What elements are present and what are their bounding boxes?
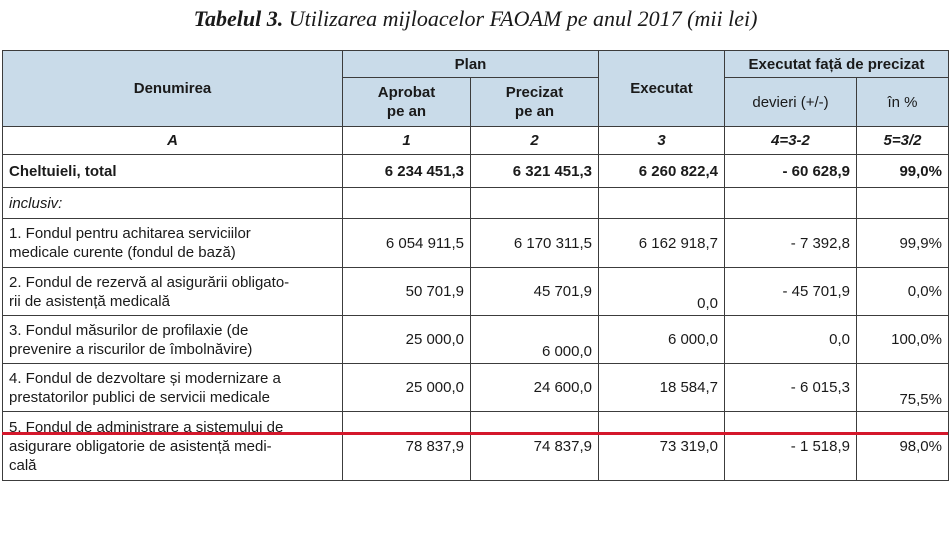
row-name: 1. Fondul pentru achitarea serviciilor me… <box>2 218 343 268</box>
header-denumirea: Denumirea <box>2 50 343 127</box>
header-aprobat: Aprobat pe an <box>342 77 471 127</box>
cell-pct: 75,5% <box>856 363 949 412</box>
cell-aprobat: 78 837,9 <box>342 411 471 481</box>
cell-precizat: 6 000,0 <box>470 315 599 364</box>
cell-devieri: - 7 392,8 <box>724 218 857 268</box>
faoam-table: Denumirea Plan Executat Executat față de… <box>2 50 949 481</box>
cell-devieri: - 60 628,9 <box>724 154 857 188</box>
cell-precizat: 6 321 451,3 <box>470 154 599 188</box>
header-precizat: Precizat pe an <box>470 77 599 127</box>
index-cell: A <box>2 126 343 155</box>
row-name: Cheltuieli, total <box>2 154 343 188</box>
header-executat-fata: Executat față de precizat <box>724 50 949 78</box>
table-row-total: Cheltuieli, total 6 234 451,3 6 321 451,… <box>2 154 949 188</box>
table-caption: Tabelul 3. Utilizarea mijloacelor FAOAM … <box>0 6 951 32</box>
cell-aprobat: 6 054 911,5 <box>342 218 471 268</box>
index-cell: 5=3/2 <box>856 126 949 155</box>
header-executat: Executat <box>598 50 725 127</box>
cell-executat: 73 319,0 <box>598 411 725 481</box>
table-row: 4. Fondul de dezvoltare și modernizare a… <box>2 363 949 412</box>
cell-executat: 0,0 <box>598 267 725 316</box>
cell-devieri: 0,0 <box>724 315 857 364</box>
index-cell: 4=3-2 <box>724 126 857 155</box>
table-row: 1. Fondul pentru achitarea serviciilor me… <box>2 218 949 268</box>
cell-devieri: - 6 015,3 <box>724 363 857 412</box>
cell-executat: 6 162 918,7 <box>598 218 725 268</box>
header-in-pct: în % <box>856 77 949 127</box>
cell-aprobat: 25 000,0 <box>342 315 471 364</box>
caption-lead: Tabelul 3. <box>193 6 284 31</box>
cell-pct: 0,0% <box>856 267 949 316</box>
cell-precizat: 24 600,0 <box>470 363 599 412</box>
row-name: 3. Fondul măsurilor de profilaxie (de pre… <box>2 315 343 364</box>
table-row-inclusiv: inclusiv: <box>2 187 949 219</box>
cell-pct: 99,9% <box>856 218 949 268</box>
header-devieri: devieri (+/-) <box>724 77 857 127</box>
cell-precizat: 74 837,9 <box>470 411 599 481</box>
cell-aprobat: 6 234 451,3 <box>342 154 471 188</box>
row-name: inclusiv: <box>2 187 343 219</box>
cell-aprobat: 50 701,9 <box>342 267 471 316</box>
row-name: 5. Fondul de administrare a sistemului d… <box>2 411 343 481</box>
caption-text: Utilizarea mijloacelor FAOAM pe anul 201… <box>288 6 758 31</box>
cell-executat: 6 260 822,4 <box>598 154 725 188</box>
index-cell: 3 <box>598 126 725 155</box>
header-plan: Plan <box>342 50 599 78</box>
cell-pct: 98,0% <box>856 411 949 481</box>
cell-executat: 6 000,0 <box>598 315 725 364</box>
table-row: 2. Fondul de rezervă al asigurării oblig… <box>2 267 949 316</box>
index-row: A 1 2 3 4=3-2 5=3/2 <box>2 126 949 155</box>
table-row: 5. Fondul de administrare a sistemului d… <box>2 411 949 481</box>
table-row: 3. Fondul măsurilor de profilaxie (de pre… <box>2 315 949 364</box>
cell-precizat: 6 170 311,5 <box>470 218 599 268</box>
index-cell: 1 <box>342 126 471 155</box>
row-name: 2. Fondul de rezervă al asigurării oblig… <box>2 267 343 316</box>
highlight-line <box>2 432 948 435</box>
cell-aprobat: 25 000,0 <box>342 363 471 412</box>
cell-devieri: - 45 701,9 <box>724 267 857 316</box>
cell-pct: 100,0% <box>856 315 949 364</box>
cell-pct: 99,0% <box>856 154 949 188</box>
cell-precizat: 45 701,9 <box>470 267 599 316</box>
cell-devieri: - 1 518,9 <box>724 411 857 481</box>
row-name: 4. Fondul de dezvoltare și modernizare a… <box>2 363 343 412</box>
index-cell: 2 <box>470 126 599 155</box>
cell-executat: 18 584,7 <box>598 363 725 412</box>
